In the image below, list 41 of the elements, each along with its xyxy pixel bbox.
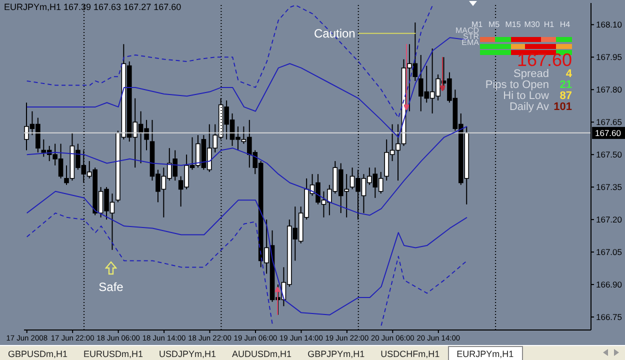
annotation: EMA — [460, 38, 479, 47]
annotation: M5 — [486, 20, 502, 29]
annotation: Safe — [98, 280, 124, 294]
annotation: Daily Av — [508, 101, 549, 113]
y-tick-label: 167.65 — [596, 117, 622, 128]
y-tick-label: 168.10 — [596, 20, 622, 30]
y-tick-label: 167.80 — [596, 84, 622, 95]
text: USDJPYm,H1 — [158, 348, 218, 360]
text: GBPJPYm,H1 — [306, 348, 366, 360]
y-tick-label: 167.20 — [596, 214, 622, 225]
annotation: MACD — [454, 26, 479, 35]
text: GBPUSDm,H1 — [7, 348, 69, 360]
y-tick-label: 167.35 — [596, 182, 622, 192]
annotation: Caution — [314, 26, 356, 40]
y-tick-label: 166.90 — [596, 280, 622, 290]
annotation: STR — [463, 32, 479, 41]
y-tick-label: 167.95 — [596, 52, 622, 62]
annotation: H1 — [541, 20, 557, 29]
chart-title: EURJPYm,H1 167.39 167.63 167.27 167.60 — [4, 2, 182, 12]
annotation: M30 — [524, 20, 540, 29]
annotation: Pips to Open — [484, 79, 549, 91]
line-series — [26, 126, 468, 216]
text: USDCHFm,H1 — [380, 348, 441, 360]
y-tick-label: 167.50 — [596, 150, 622, 160]
line-series — [26, 190, 468, 316]
y-tick-label: 167.05 — [596, 247, 622, 258]
annotation: M15 — [505, 20, 521, 29]
annotation: 4 — [564, 68, 572, 80]
text: EURJPYm,H1 — [448, 346, 523, 360]
annotation: 21 — [558, 79, 572, 91]
ref-line-label: 167.60 — [595, 128, 622, 138]
annotation: M1 — [469, 20, 485, 29]
annotation: Spread — [512, 68, 549, 80]
text: EURUSDm,H1 — [82, 348, 144, 360]
annotation: 87 — [558, 90, 572, 102]
text: AUDUSDm,H1 — [231, 348, 293, 360]
y-tick-label: 166.75 — [596, 312, 622, 322]
annotation: 101 — [552, 101, 572, 113]
annotation: H4 — [557, 20, 573, 29]
annotation: 167.60 — [516, 50, 572, 70]
annotation: Hi to Low — [503, 90, 549, 102]
